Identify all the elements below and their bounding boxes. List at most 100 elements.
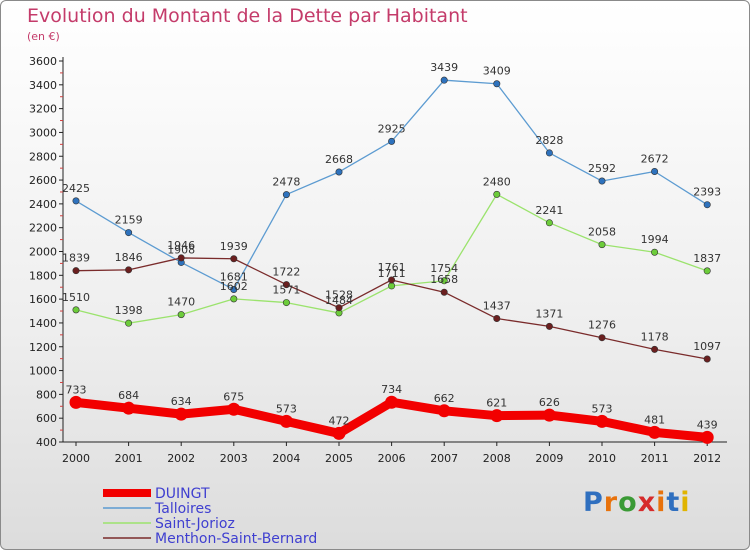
logo-letter: t	[666, 487, 681, 518]
data-point	[282, 191, 290, 199]
data-point	[177, 254, 185, 262]
y-tick-label: 400	[36, 436, 57, 449]
data-label: 2393	[693, 186, 721, 199]
data-label: 2668	[325, 153, 353, 166]
data-label: 1178	[641, 330, 669, 343]
data-point	[69, 395, 83, 409]
series-line-talloires	[75, 79, 708, 291]
data-label: 1761	[378, 261, 406, 274]
proxiti-logo: Proxiti	[583, 487, 691, 518]
data-point	[72, 267, 80, 275]
data-point	[703, 355, 711, 363]
data-point	[598, 334, 606, 342]
data-label: 481	[644, 413, 665, 426]
legend-label: Saint-Jorioz	[155, 516, 235, 532]
y-tick-label: 2000	[29, 246, 57, 259]
data-label: 573	[276, 402, 297, 415]
data-point	[279, 414, 293, 428]
data-point	[282, 299, 290, 307]
data-label: 1946	[167, 239, 195, 252]
data-label: 1276	[588, 319, 616, 332]
data-label: 2241	[535, 204, 563, 217]
y-tick-label: 2400	[29, 198, 57, 211]
logo-letter: P	[583, 487, 604, 518]
data-label: 1711	[378, 267, 406, 280]
data-point	[122, 401, 136, 415]
data-label: 626	[539, 396, 560, 409]
y-tick-label: 1200	[29, 341, 57, 354]
data-point	[703, 267, 711, 275]
chart-title: Evolution du Montant de la Dette par Hab…	[27, 5, 468, 27]
data-label: 3439	[430, 61, 458, 74]
data-label: 662	[434, 392, 455, 405]
y-tick-label: 3600	[29, 55, 57, 68]
data-label: 2925	[378, 122, 406, 135]
x-tick-label: 2000	[62, 452, 90, 465]
logo-letter: r	[603, 487, 619, 518]
logo-letter: o	[618, 487, 638, 518]
y-tick-label: 2200	[29, 222, 57, 235]
data-point	[125, 266, 133, 274]
data-label: 675	[223, 390, 244, 403]
data-point	[440, 288, 448, 296]
data-point	[227, 402, 241, 416]
data-label: 1097	[693, 340, 721, 353]
x-tick-label: 2003	[220, 452, 248, 465]
data-point	[230, 255, 238, 263]
data-point	[703, 201, 711, 209]
data-point	[72, 306, 80, 314]
data-label: 2478	[272, 176, 300, 189]
data-point	[385, 395, 399, 409]
data-point	[700, 430, 714, 444]
data-point	[542, 408, 556, 422]
data-label: 1371	[535, 307, 563, 320]
data-point	[493, 190, 501, 198]
data-label: 1470	[167, 296, 195, 309]
data-label: 1837	[693, 252, 721, 265]
data-point	[437, 404, 451, 418]
x-tick-label: 2005	[325, 452, 353, 465]
data-point	[125, 319, 133, 327]
data-point	[125, 229, 133, 237]
data-label: 2828	[535, 134, 563, 147]
y-tick-label: 1400	[29, 317, 57, 330]
data-point	[648, 425, 662, 439]
data-point	[177, 311, 185, 319]
legend-label: Talloires	[154, 501, 211, 517]
data-label: 734	[381, 383, 402, 396]
chart-subtitle: (en €)	[27, 30, 60, 43]
data-label: 2592	[588, 162, 616, 175]
data-label: 1839	[62, 252, 90, 265]
y-tick-label: 3400	[29, 79, 57, 92]
x-tick-label: 2011	[641, 452, 669, 465]
y-tick-label: 600	[36, 412, 57, 425]
data-label: 1754	[430, 262, 458, 275]
data-label: 472	[329, 414, 350, 427]
x-tick-label: 2009	[535, 452, 563, 465]
data-point	[651, 345, 659, 353]
data-point	[388, 137, 396, 145]
x-tick-label: 2001	[115, 452, 143, 465]
data-label: 2672	[641, 152, 669, 165]
data-point	[230, 295, 238, 303]
data-point	[595, 414, 609, 428]
data-point	[174, 407, 188, 421]
x-tick-label: 2006	[378, 452, 406, 465]
y-tick-label: 3000	[29, 126, 57, 139]
data-label: 1398	[115, 304, 143, 317]
data-label: 1484	[325, 294, 353, 307]
logo-letter: i	[680, 487, 691, 518]
data-point	[545, 149, 553, 157]
data-point	[651, 248, 659, 256]
data-label: 1908	[167, 243, 195, 256]
x-tick-label: 2010	[588, 452, 616, 465]
y-tick-label: 2800	[29, 150, 57, 163]
legend-label: DUINGT	[155, 486, 210, 502]
data-label: 1681	[220, 270, 248, 283]
x-tick-label: 2012	[693, 452, 721, 465]
data-label: 2159	[115, 214, 143, 227]
data-label: 1528	[325, 289, 353, 302]
data-label: 1437	[483, 300, 511, 313]
